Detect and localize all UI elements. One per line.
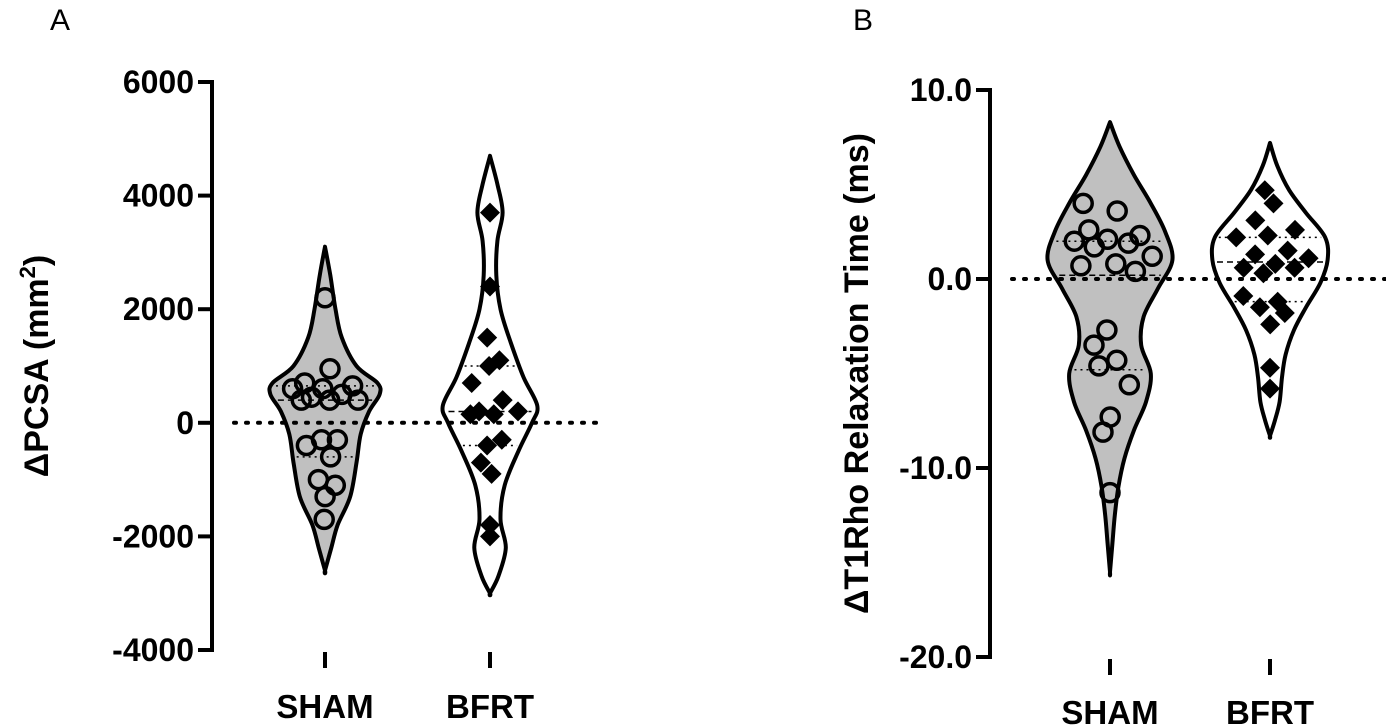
data-point-bfrt — [481, 463, 502, 484]
panel-a-y-axis-title: ΔPCSA (mm2) — [15, 255, 56, 477]
data-point-bfrt — [479, 356, 500, 376]
data-point-bfrt — [1284, 257, 1305, 278]
data-point-bfrt — [1260, 378, 1280, 399]
data-point-bfrt — [1274, 303, 1295, 323]
data-point-sham — [1118, 374, 1141, 396]
data-point-bfrt — [1263, 193, 1284, 214]
data-point-bfrt — [492, 390, 513, 411]
panel-a-letter: A — [50, 4, 70, 37]
data-point-sham — [290, 389, 313, 411]
panel-b-plot-area: -20.0 -10.0 0.0 10.0 SHAM BFRT — [899, 72, 1386, 728]
data-point-sham — [1096, 319, 1118, 341]
data-point-sham — [1141, 245, 1163, 268]
data-point-sham — [1072, 192, 1094, 215]
y-tick-label: 10.0 — [910, 72, 972, 108]
panel-b-y-axis-title: ΔT1Rho Relaxation Time (ms) — [838, 133, 876, 614]
data-point-bfrt — [1226, 227, 1247, 248]
x-category-label: BFRT — [446, 688, 534, 725]
data-point-sham — [1083, 334, 1105, 356]
data-point-bfrt — [1245, 210, 1266, 231]
data-point-sham — [314, 287, 336, 309]
data-point-sham — [1099, 481, 1121, 504]
data-point-bfrt — [1265, 253, 1286, 274]
y-tick-label: -10.0 — [899, 450, 972, 486]
data-point-bfrt — [1257, 225, 1278, 246]
data-point-bfrt — [480, 202, 500, 223]
y-tick-label: -20.0 — [899, 639, 972, 675]
panel-a: A ΔPCSA (mm2) -4000 -2000 0 2000 4000 6000 SHA… — [15, 4, 602, 725]
data-point-sham — [318, 389, 341, 411]
violin-bfrt — [1209, 140, 1331, 440]
y-tick-label: 0.0 — [928, 261, 972, 297]
data-point-bfrt — [1249, 297, 1270, 318]
data-point-bfrt — [480, 526, 500, 547]
data-point-sham — [1070, 255, 1092, 277]
panel-b: B ΔT1Rho Relaxation Time (ms) -20.0 -10.0… — [838, 4, 1386, 728]
x-category-label: SHAM — [276, 688, 373, 725]
data-point-sham — [347, 389, 369, 411]
data-point-bfrt — [1298, 248, 1319, 269]
data-point-sham — [1117, 232, 1140, 254]
data-point-bfrt — [480, 276, 500, 297]
panel-a-plot-area: -4000 -2000 0 2000 4000 6000 SHAM BFRT — [112, 64, 602, 725]
panel-a-y-axis-title-main: ΔPCSA (mm — [18, 278, 56, 477]
data-point-bfrt — [460, 404, 481, 425]
data-point-bfrt — [470, 452, 491, 473]
violin-bfrt — [440, 153, 540, 598]
data-point-bfrt — [491, 429, 512, 450]
y-tick-label: 2000 — [123, 291, 194, 327]
panel-a-y-axis-title-superscript: 2 — [15, 266, 40, 278]
data-point-bfrt — [1260, 357, 1280, 378]
x-category-label: BFRT — [1226, 694, 1314, 728]
y-tick-label: 6000 — [123, 64, 194, 100]
data-point-sham — [1105, 253, 1127, 275]
y-tick-label: -4000 — [112, 632, 194, 668]
data-point-sham — [1092, 421, 1114, 443]
data-point-sham — [1083, 236, 1106, 258]
y-tick-label: 0 — [176, 405, 194, 441]
data-point-bfrt — [477, 327, 498, 348]
data-point-bfrt — [477, 435, 498, 456]
data-point-bfrt — [1254, 180, 1275, 201]
data-point-bfrt — [1285, 219, 1305, 240]
data-point-bfrt — [1253, 263, 1274, 284]
violin-sham — [267, 244, 383, 576]
violin-sham — [1045, 120, 1175, 578]
data-point-sham — [1106, 200, 1128, 222]
data-point-bfrt — [461, 373, 482, 393]
data-point-sham — [319, 446, 342, 468]
data-point-bfrt — [1233, 257, 1254, 278]
data-point-sham — [1063, 230, 1086, 252]
panel-b-letter: B — [853, 4, 873, 37]
x-category-label: SHAM — [1061, 694, 1158, 728]
data-point-sham — [1088, 355, 1110, 377]
data-point-sham — [295, 434, 318, 457]
panel-a-y-axis-title-close: ) — [18, 255, 56, 266]
data-point-sham — [319, 358, 341, 380]
data-point-bfrt — [483, 404, 504, 425]
data-point-sham — [313, 508, 335, 531]
data-point-bfrt — [480, 515, 500, 535]
y-tick-label: -2000 — [112, 518, 194, 554]
data-point-bfrt — [1277, 240, 1298, 261]
data-point-bfrt — [1260, 314, 1281, 335]
data-point-sham — [314, 485, 336, 508]
y-tick-label: 4000 — [123, 178, 194, 214]
data-point-bfrt — [1233, 286, 1254, 306]
data-point-bfrt — [508, 401, 528, 422]
data-point-bfrt — [1245, 244, 1266, 265]
